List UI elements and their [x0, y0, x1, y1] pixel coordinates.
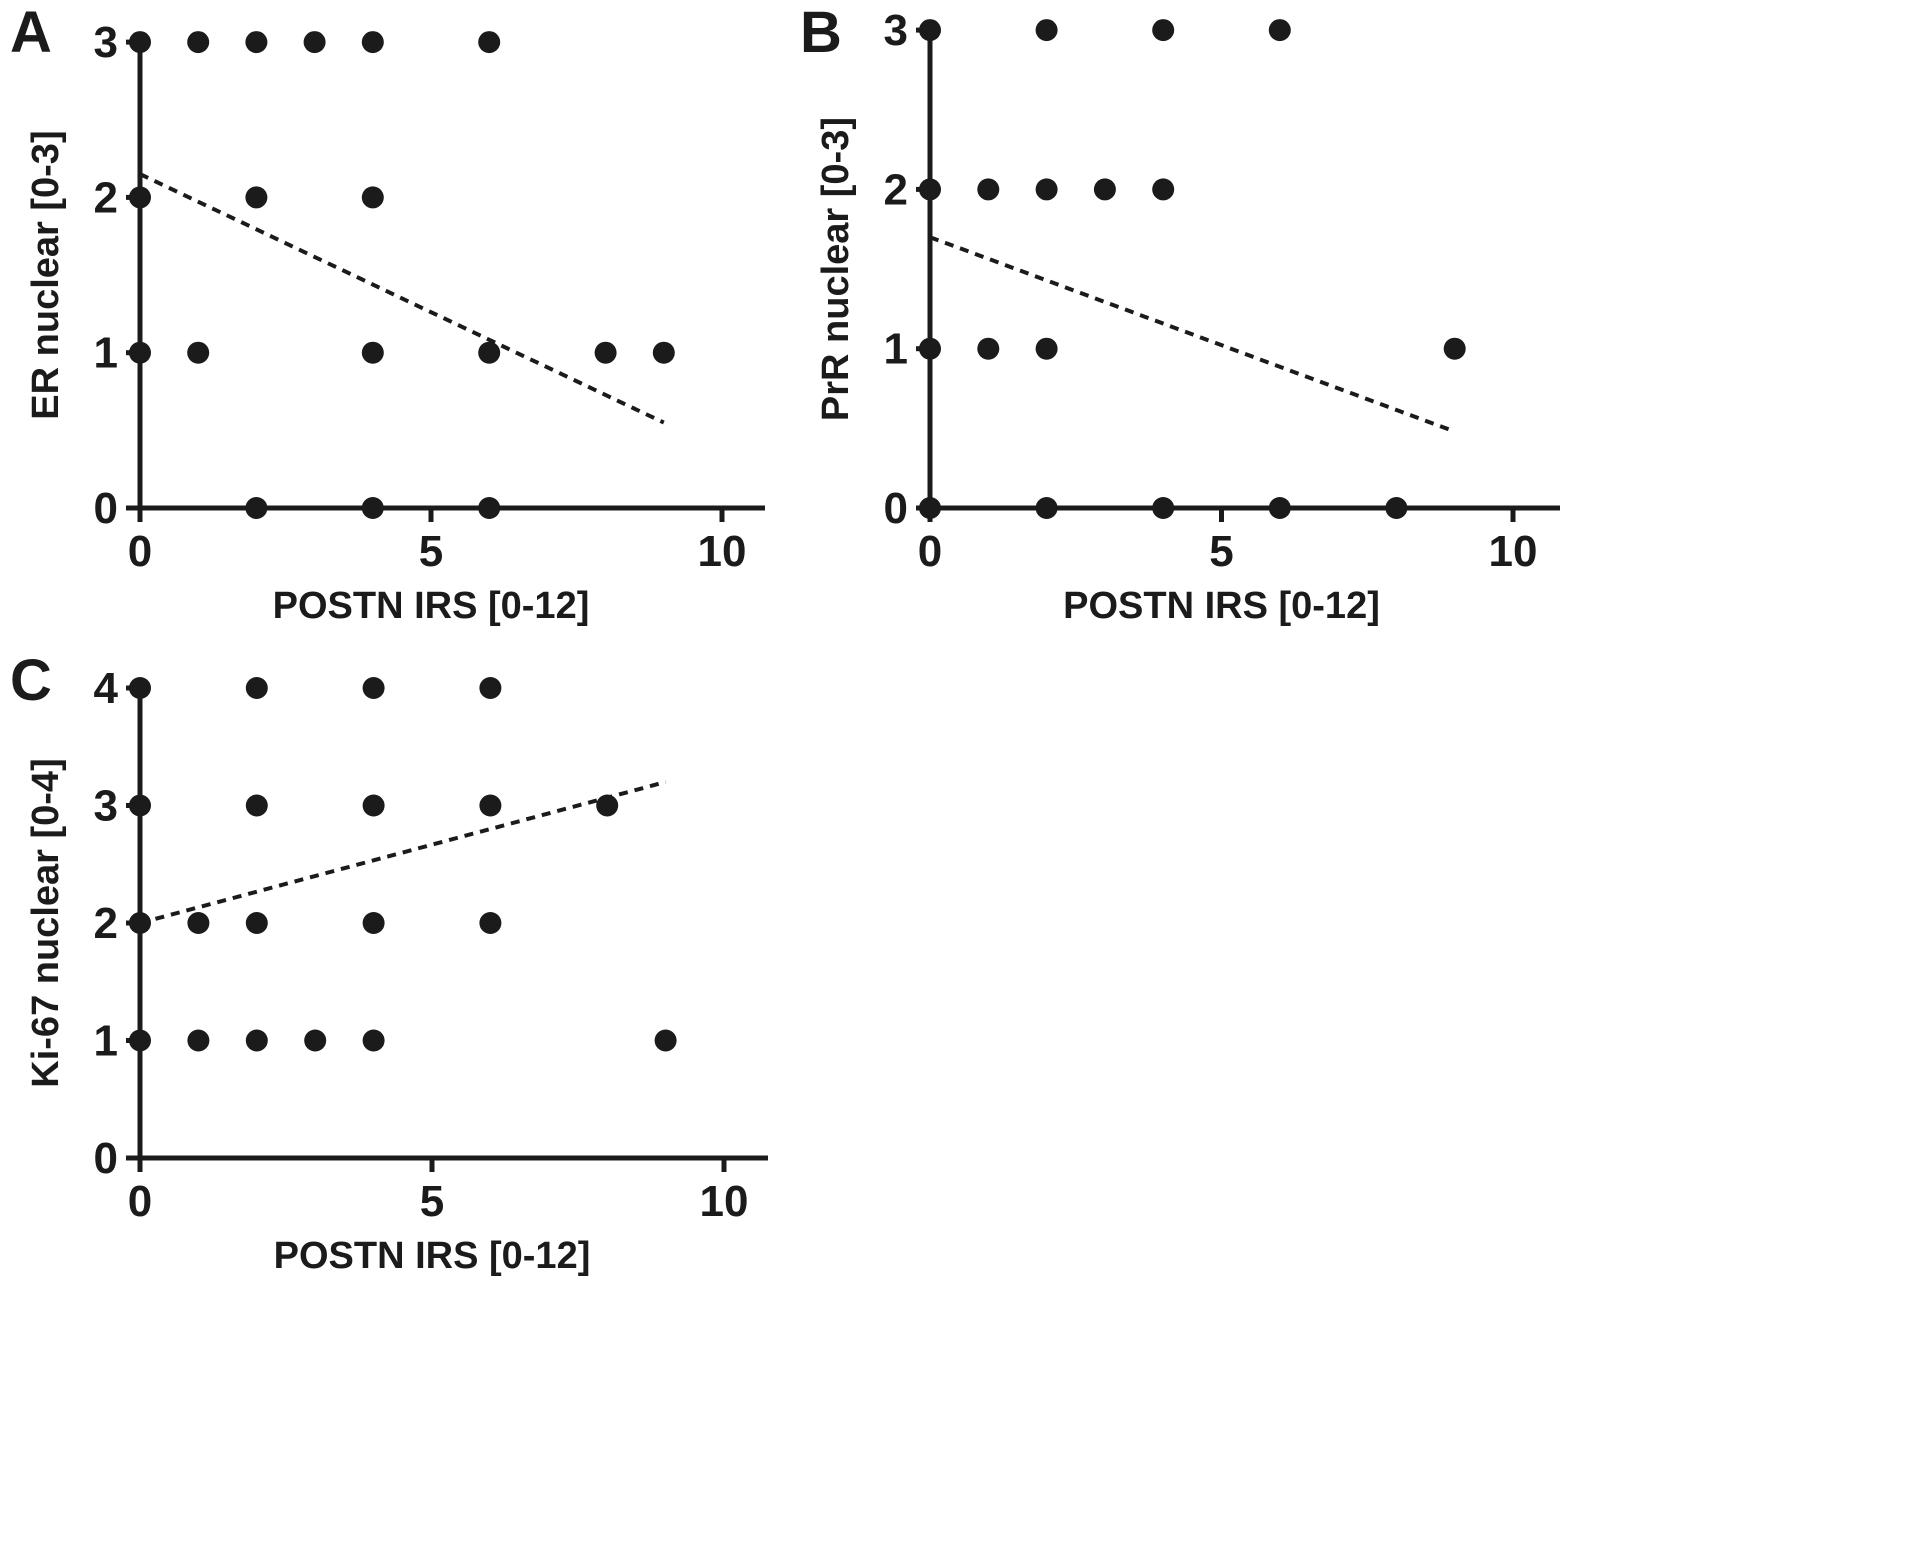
svg-text:2: 2	[94, 899, 118, 948]
svg-text:3: 3	[884, 6, 908, 55]
svg-text:POSTN IRS [0-12]: POSTN IRS [0-12]	[1063, 585, 1380, 627]
svg-text:10: 10	[1489, 527, 1538, 576]
svg-text:POSTN IRS [0-12]: POSTN IRS [0-12]	[273, 585, 590, 627]
svg-text:ER nuclear [0-3]: ER nuclear [0-3]	[25, 130, 67, 419]
svg-text:2: 2	[94, 173, 118, 222]
svg-text:Ki-67 nuclear [0-4]: Ki-67 nuclear [0-4]	[25, 758, 67, 1087]
panel-a-label: A	[10, 0, 52, 65]
svg-text:5: 5	[420, 1177, 444, 1226]
svg-text:10: 10	[698, 527, 747, 576]
svg-text:PrR nuclear [0-3]: PrR nuclear [0-3]	[815, 117, 857, 421]
svg-text:0: 0	[94, 484, 118, 533]
svg-text:5: 5	[419, 527, 443, 576]
svg-text:0: 0	[918, 527, 942, 576]
panel-b-label: B	[800, 0, 842, 65]
panel-a-scatter-chart: 0 5 10 0 1 2 3 POSTN IRS [0-12] ER nuclear [0-3]	[25, 18, 765, 627]
svg-text:0: 0	[884, 484, 908, 533]
panel-c-label: C	[10, 648, 52, 713]
svg-text:2: 2	[884, 165, 908, 214]
svg-text:3: 3	[94, 782, 118, 831]
svg-text:1: 1	[94, 329, 118, 378]
panel-b-scatter-chart: 0 5 10 0 1 2 3 POSTN IRS [0-12] PrR nuclear [0-3…	[815, 6, 1560, 627]
svg-text:1: 1	[884, 325, 908, 374]
panel-c-scatter-chart: 0 5 10 0 1 2 3 4 POSTN IRS [0-12] Ki-67 nuclear […	[25, 664, 768, 1277]
svg-text:1: 1	[94, 1017, 118, 1066]
svg-text:0: 0	[128, 1177, 152, 1226]
svg-text:0: 0	[128, 527, 152, 576]
svg-text:POSTN IRS [0-12]: POSTN IRS [0-12]	[274, 1235, 591, 1277]
svg-text:4: 4	[94, 664, 119, 713]
svg-text:0: 0	[94, 1134, 118, 1183]
svg-text:5: 5	[1209, 527, 1233, 576]
svg-text:10: 10	[700, 1177, 749, 1226]
svg-text:3: 3	[94, 18, 118, 67]
